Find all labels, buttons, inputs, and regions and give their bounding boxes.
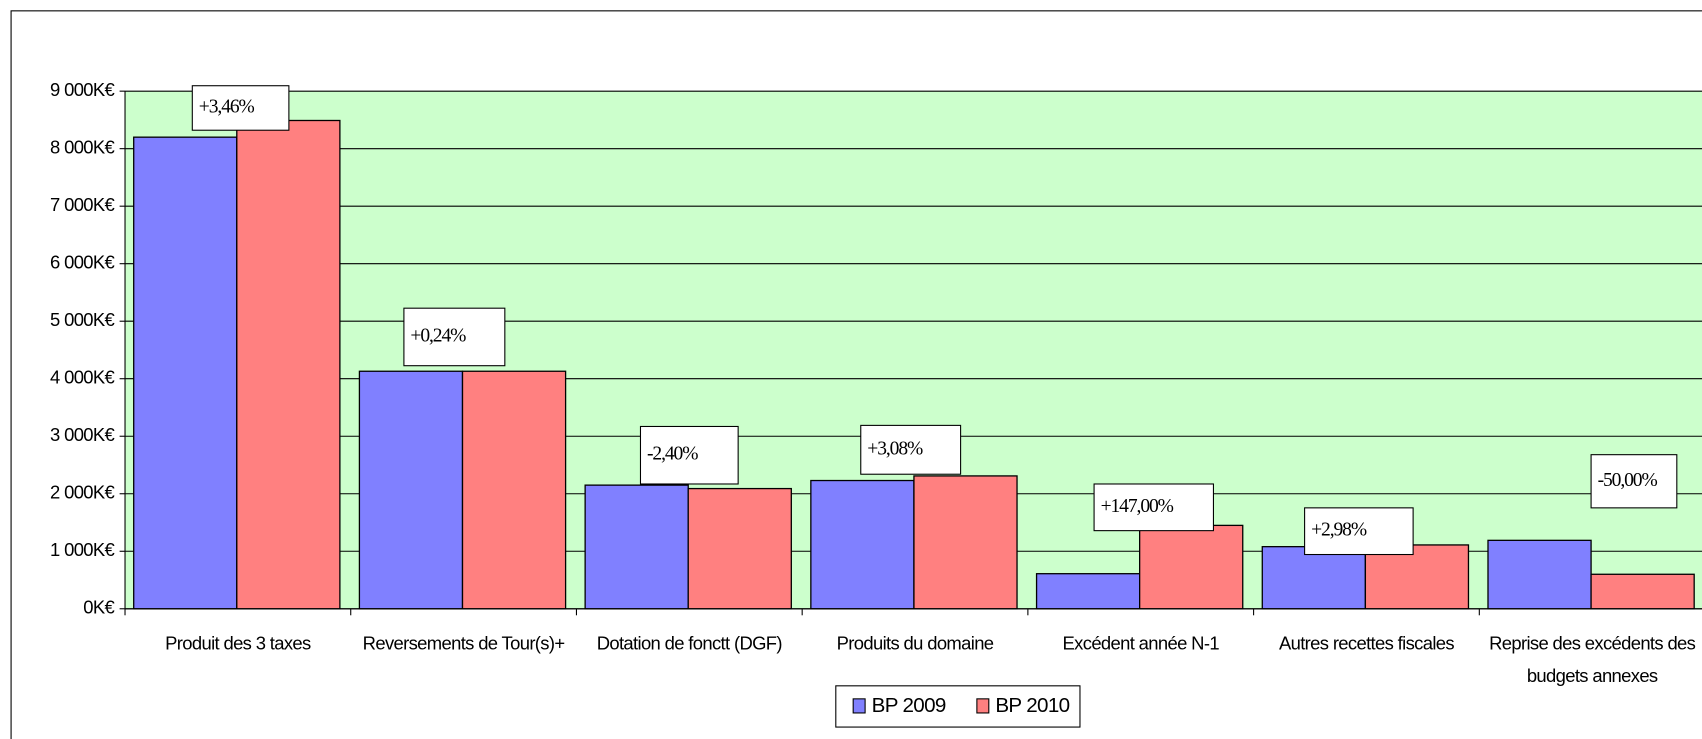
x-tick-label: Autres recettes fiscales xyxy=(1279,632,1454,653)
y-tick-label: 6 000K€ xyxy=(50,252,115,273)
bar xyxy=(584,484,689,610)
annotation: +3,08% xyxy=(867,438,923,459)
y-tick-label: 5 000K€ xyxy=(50,309,115,330)
annotation-box xyxy=(1093,483,1214,532)
bar xyxy=(133,136,238,610)
annotation: +2,98% xyxy=(1311,520,1367,541)
y-tick-label: 2 000K€ xyxy=(50,482,115,503)
y-tick-label: 7 000K€ xyxy=(50,194,115,215)
annotation-box xyxy=(191,85,290,131)
x-tick-label: Reprise des excédents des budgets annexes xyxy=(1489,632,1696,686)
annotation: +147,00% xyxy=(1101,496,1174,517)
annotation-box xyxy=(639,425,739,485)
bar xyxy=(687,487,792,610)
y-tick-label: 4 000K€ xyxy=(50,367,115,388)
annotation-box xyxy=(1304,507,1414,556)
bar xyxy=(461,370,567,610)
annotation: +3,46% xyxy=(199,96,255,117)
x-tick-label-line: budgets annexes xyxy=(1527,665,1658,686)
legend-box xyxy=(835,685,1081,728)
annotation-box xyxy=(403,307,506,367)
x-tick-label: Excédent année N-1 xyxy=(1063,632,1220,653)
x-tick-label: Produits du domaine xyxy=(837,632,994,653)
x-tick-label-line: Reprise des excédents des xyxy=(1489,632,1696,653)
annotation: -2,40% xyxy=(647,444,698,465)
annotation: +0,24% xyxy=(410,325,466,346)
bar xyxy=(358,370,464,610)
x-tick-label: Dotation de fonctt (DGF) xyxy=(597,632,782,653)
bar xyxy=(1487,539,1592,610)
x-tick-label: Produit des 3 taxes xyxy=(165,632,311,653)
bar xyxy=(810,479,915,610)
annotation-box xyxy=(860,424,962,475)
legend-swatch xyxy=(852,698,866,714)
y-tick-label: 9 000K€ xyxy=(50,79,115,100)
legend-label: BP 2010 xyxy=(995,694,1069,717)
legend-swatch xyxy=(976,698,990,714)
y-tick-label: 8 000K€ xyxy=(50,137,115,158)
y-tick-label: 0K€ xyxy=(83,597,114,618)
annotation: -50,00% xyxy=(1598,470,1658,491)
x-tick-label: Reversements de Tour(s)+ xyxy=(363,632,565,653)
bar xyxy=(1590,573,1695,610)
legend-label: BP 2009 xyxy=(872,694,946,717)
y-tick-label: 1 000K€ xyxy=(50,539,115,560)
bar xyxy=(1364,544,1470,610)
bar xyxy=(236,119,341,610)
annotation-box xyxy=(1590,454,1678,509)
bar xyxy=(913,475,1018,610)
bar xyxy=(1261,546,1367,610)
y-tick-label: 3 000K€ xyxy=(50,424,115,445)
bar xyxy=(1139,524,1244,610)
bar xyxy=(1035,573,1141,610)
